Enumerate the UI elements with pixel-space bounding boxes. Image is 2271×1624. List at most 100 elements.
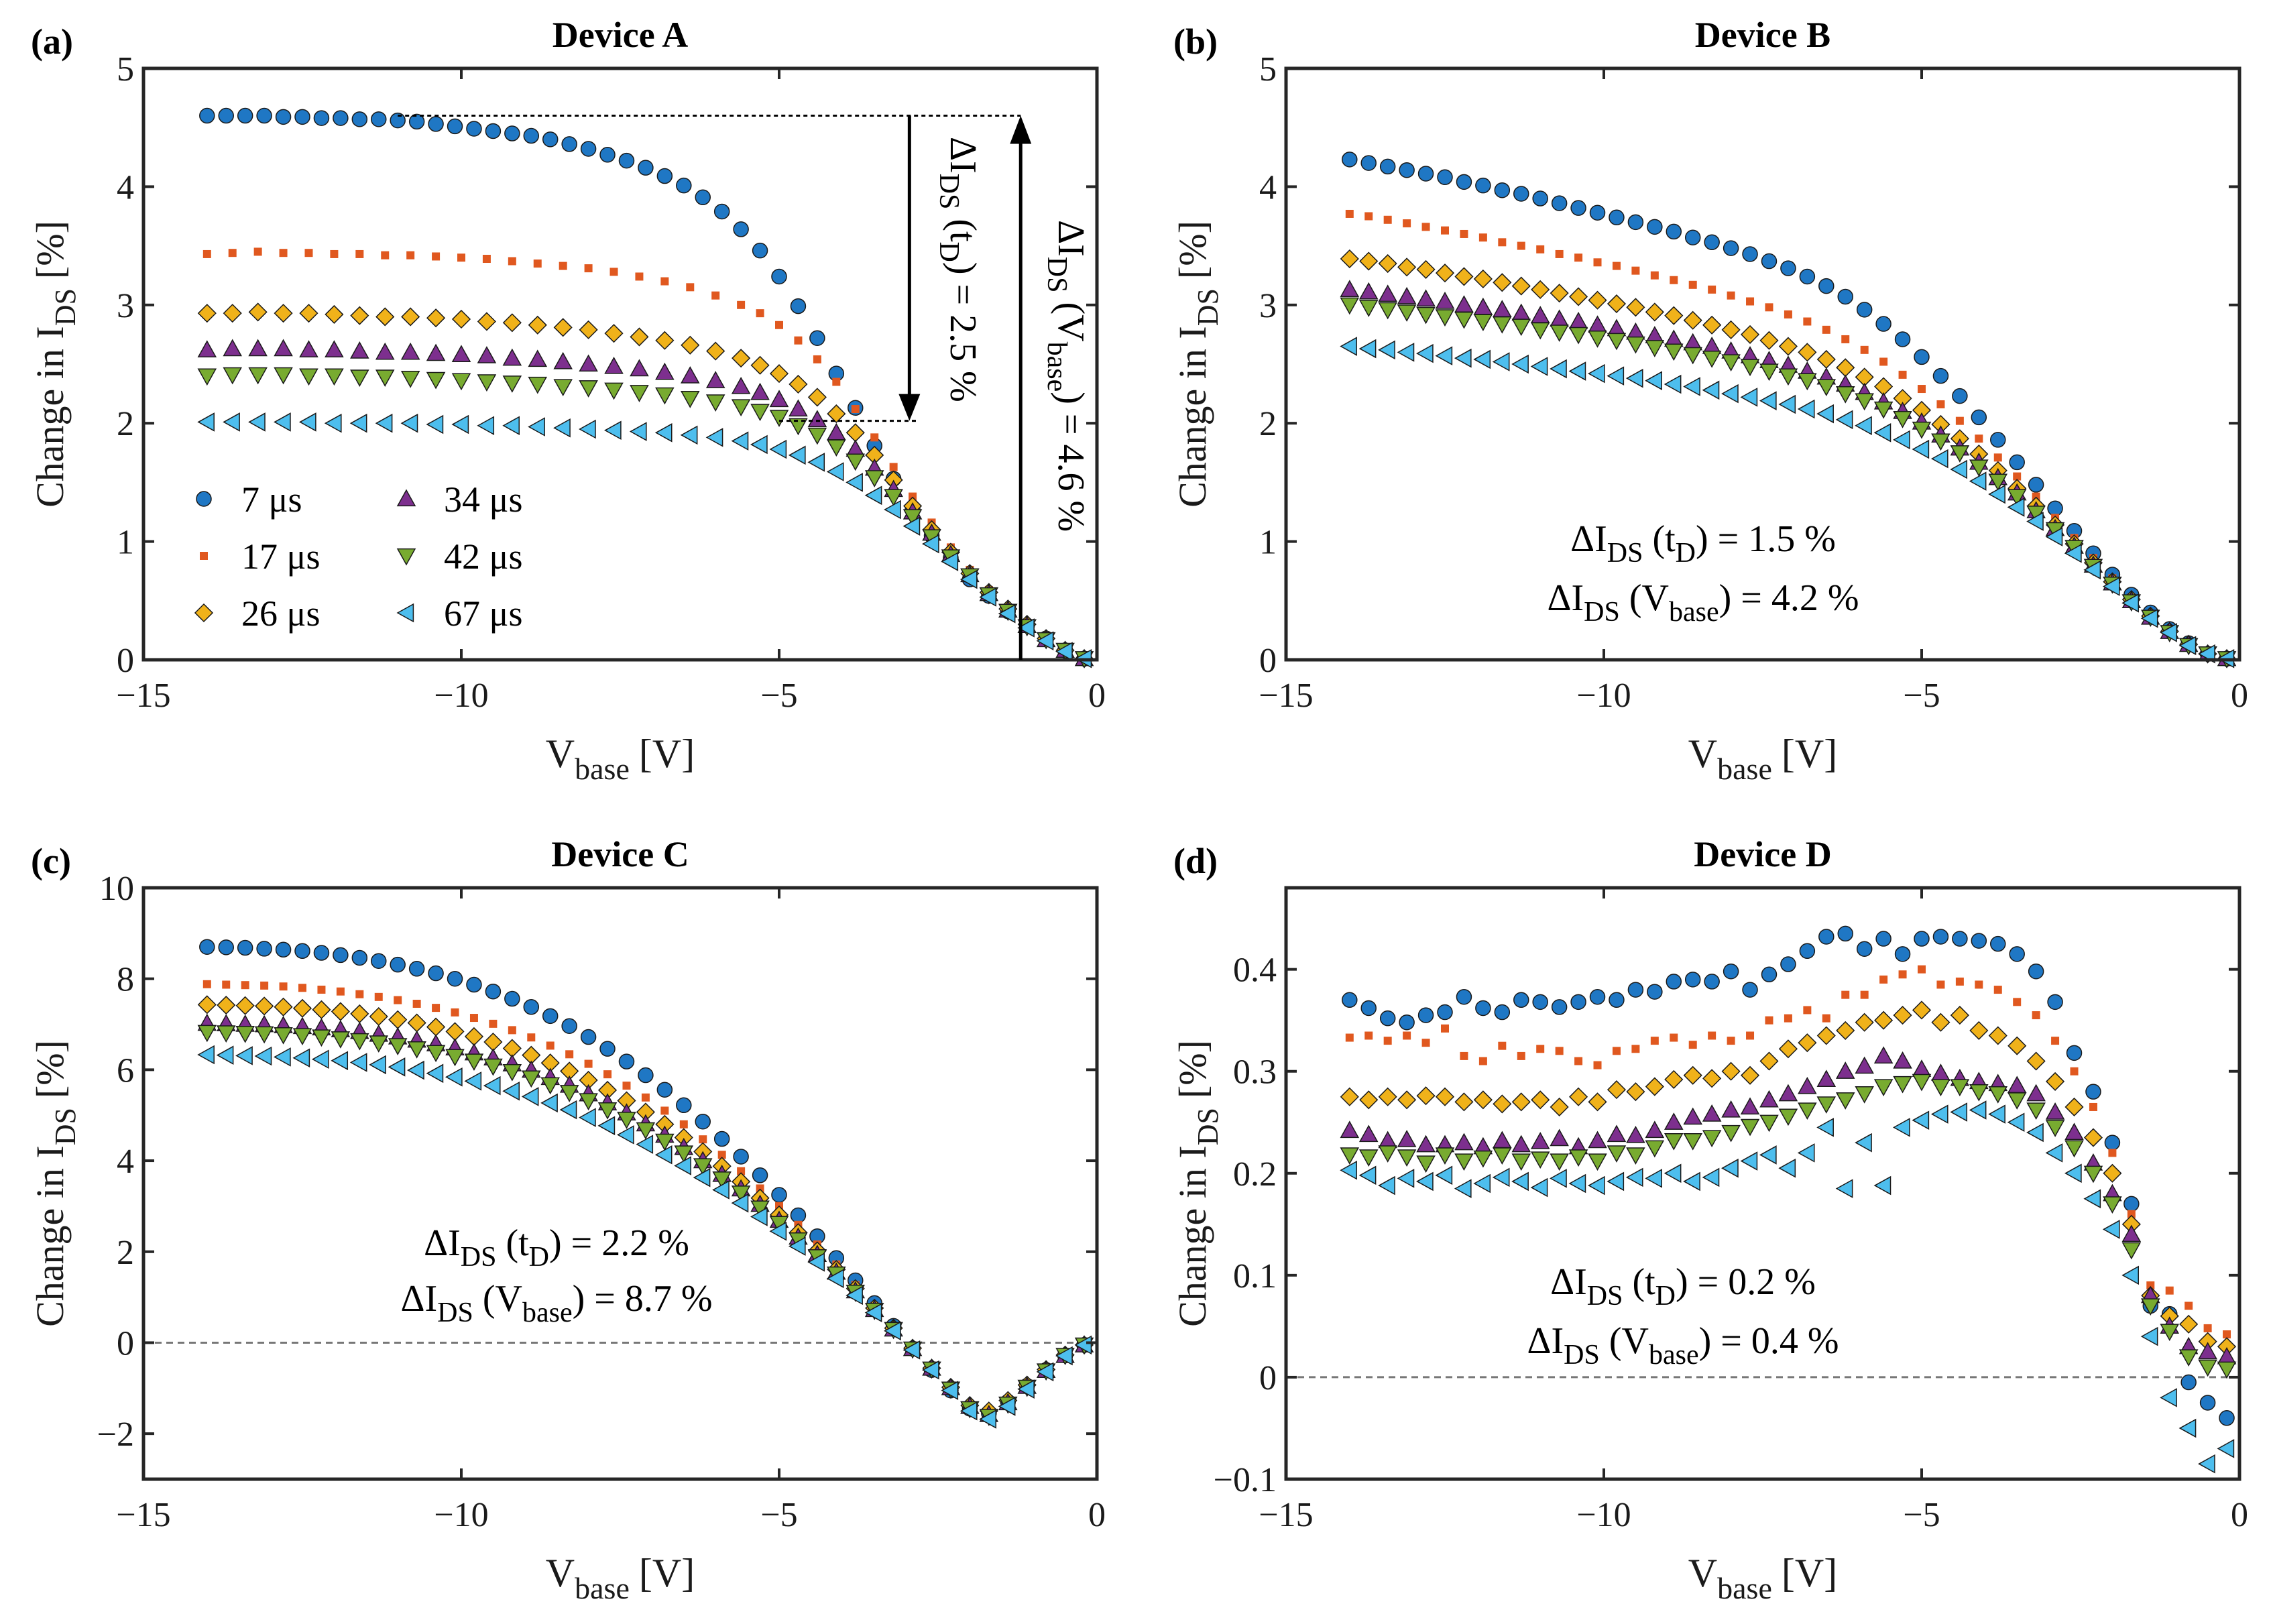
panel-tag-text: (a)	[31, 21, 73, 62]
legend-marker	[194, 603, 214, 623]
data-point	[1626, 336, 1645, 354]
data-point	[1454, 295, 1474, 312]
anno-mid: (t	[1623, 1261, 1655, 1303]
data-point	[579, 1093, 598, 1111]
data-point	[1893, 430, 1910, 450]
data-point	[756, 309, 764, 318]
data-point	[733, 221, 749, 237]
data-point	[350, 1033, 369, 1051]
data-point	[889, 463, 898, 471]
data-point	[254, 1026, 274, 1044]
data-point	[1550, 1097, 1569, 1117]
data-point	[1647, 219, 1663, 235]
data-point	[350, 341, 369, 359]
data-point	[374, 992, 383, 1001]
data-point	[660, 1106, 669, 1115]
data-point	[1494, 182, 1511, 198]
data-point	[1454, 311, 1474, 329]
data-point	[331, 1051, 349, 1071]
x-tick-label: −15	[116, 677, 170, 715]
data-point	[790, 1207, 807, 1224]
data-point	[1969, 1021, 1989, 1040]
data-point	[1835, 1092, 1855, 1110]
x-tick-label: −10	[1576, 677, 1631, 715]
data-point	[676, 1097, 692, 1114]
data-point	[2046, 1071, 2065, 1091]
data-point	[1855, 1056, 1874, 1074]
data-point	[1417, 166, 1434, 182]
data-point	[477, 416, 495, 436]
data-point	[1511, 1171, 1529, 1192]
data-point	[1478, 233, 1487, 242]
data-point	[1631, 266, 1640, 275]
data-point	[1492, 352, 1510, 371]
data-point	[1441, 226, 1449, 235]
data-point	[432, 1004, 441, 1012]
data-point	[1550, 309, 1569, 327]
data-point	[464, 1053, 484, 1071]
chart-title: Device D	[1694, 834, 1831, 874]
data-point	[979, 1409, 996, 1429]
data-point	[998, 603, 1016, 624]
data-point	[1860, 990, 1869, 999]
data-point	[1778, 337, 1798, 356]
data-point	[1746, 1031, 1755, 1040]
data-point	[827, 422, 846, 441]
data-point	[1421, 223, 1430, 231]
data-point	[1550, 359, 1567, 379]
data-point	[311, 1049, 329, 1069]
data-point	[618, 1053, 635, 1069]
y-axis-label: Change in IDS [%]	[28, 1040, 82, 1327]
data-point	[1383, 215, 1392, 224]
data-point	[618, 152, 635, 169]
data-point	[1454, 267, 1474, 286]
data-point	[655, 362, 675, 380]
data-point	[1931, 1063, 1950, 1081]
data-point	[561, 1018, 577, 1035]
data-point	[1931, 1012, 1950, 1032]
y-tick-label: 5	[1259, 50, 1277, 89]
data-point	[1664, 1112, 1684, 1130]
data-point	[794, 336, 803, 345]
data-point	[630, 359, 649, 377]
data-point	[202, 249, 211, 258]
y-label-main: Change in I	[1171, 326, 1214, 508]
data-point	[1017, 1379, 1035, 1399]
data-point	[1493, 316, 1512, 334]
data-point	[1721, 1124, 1741, 1143]
series-42s	[1340, 1074, 2237, 1379]
data-point	[870, 433, 879, 442]
data-point	[2160, 623, 2177, 642]
data-point	[1416, 1171, 1434, 1192]
y-tick-label: 0	[117, 1324, 134, 1362]
data-point	[274, 339, 293, 357]
data-point	[371, 111, 387, 127]
data-point	[298, 412, 316, 432]
data-point	[275, 941, 292, 958]
title-text: Device D	[1694, 834, 1831, 874]
data-point	[522, 1070, 541, 1088]
data-point	[2013, 998, 2022, 1006]
legend-marker	[396, 548, 416, 566]
data-point	[1416, 289, 1436, 307]
data-point	[584, 1059, 593, 1068]
data-point	[807, 453, 825, 472]
series-67s	[1340, 1100, 2235, 1474]
legend-label: 7 μs	[241, 479, 302, 520]
data-point	[1647, 984, 1663, 1000]
data-point	[1683, 347, 1702, 365]
annotation-tD: ΔIDS (tD) = 2.2 %	[424, 1222, 689, 1273]
y-tick-label: 0.1	[1233, 1257, 1277, 1295]
data-point	[426, 414, 444, 434]
data-point	[336, 987, 345, 996]
data-point	[580, 141, 597, 157]
data-point	[681, 366, 700, 384]
data-point	[1589, 205, 1606, 221]
data-point	[464, 1027, 484, 1046]
data-point	[2009, 454, 2025, 471]
anno-tail: ) = 0.4 %	[1699, 1320, 1839, 1362]
data-point	[1530, 1177, 1548, 1198]
y-label-unit: [%]	[1171, 1040, 1214, 1098]
data-point	[1645, 371, 1662, 390]
panel-d: −15 −10 −5 0 −0.1 0 0.1 0.2 0.3 0.4 Device D (d) Vba…	[1171, 834, 2248, 1605]
